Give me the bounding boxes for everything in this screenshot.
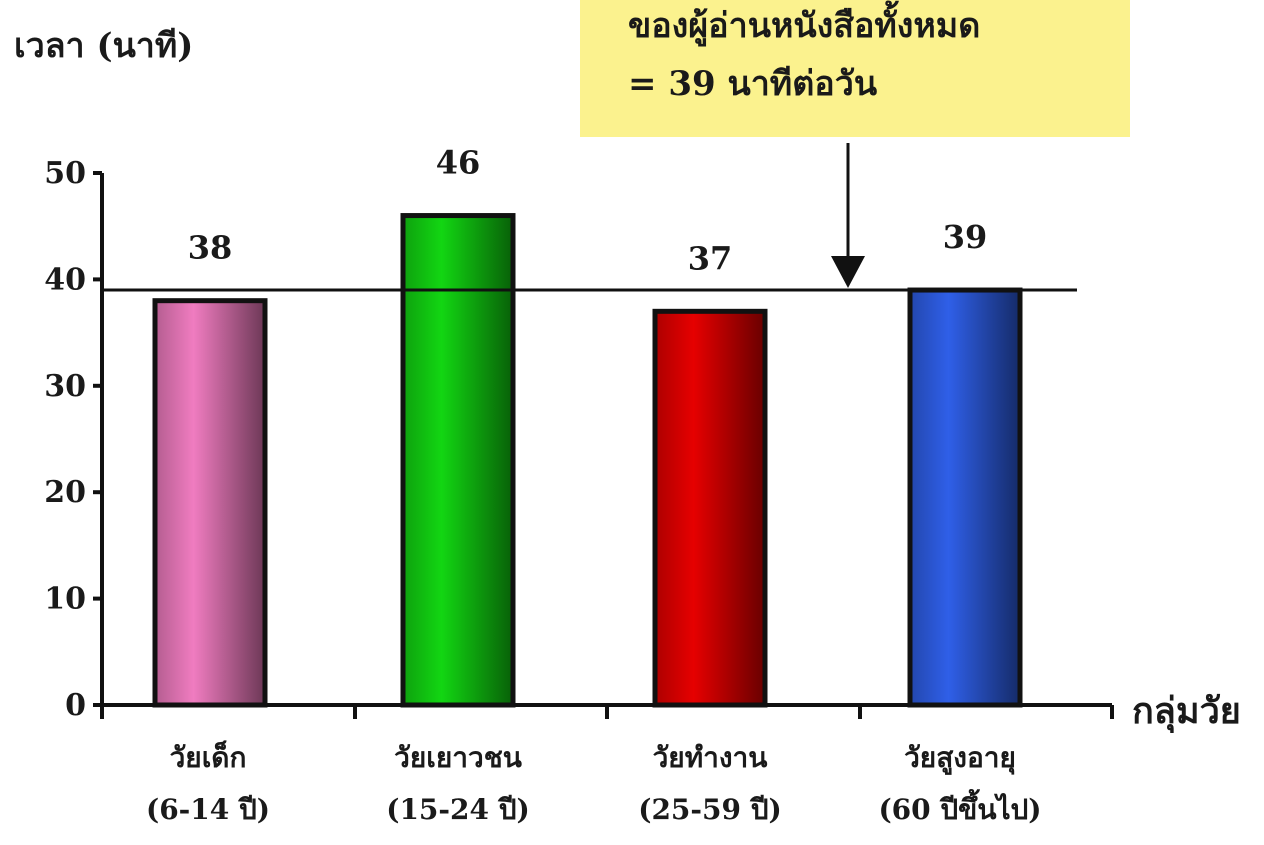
data-label: 46 — [436, 144, 481, 182]
y-axis-label: เวลา (นาที) — [14, 26, 194, 66]
category-range: (25-59 ปี) — [638, 793, 782, 826]
data-label: 37 — [688, 239, 733, 277]
bar — [152, 298, 268, 708]
category-name: วัยเยาวชน — [394, 741, 522, 774]
bar — [652, 308, 768, 708]
category-range: (60 ปีขึ้นไป) — [878, 793, 1042, 826]
x-axis-label: กลุ่มวัย — [1132, 690, 1241, 732]
category-range: (15-24 ปี) — [386, 793, 530, 826]
y-tick-label: 40 — [44, 262, 86, 297]
category-label-youth: วัยเยาวชน (15-24 ปี) — [348, 732, 568, 836]
data-label: 38 — [188, 229, 233, 267]
average-callout-box: ของผู้อ่านหนังสือทั้งหมด = 39 นาทีต่อวัน — [580, 0, 1130, 137]
category-label-elderly: วัยสูงอายุ (60 ปีขึ้นไป) — [850, 732, 1070, 836]
category-label-children: วัยเด็ก (6-14 ปี) — [98, 732, 318, 836]
category-range: (6-14 ปี) — [145, 793, 271, 826]
y-tick-label: 0 — [65, 688, 86, 723]
y-tick-label: 30 — [44, 369, 86, 404]
category-name: วัยทำงาน — [652, 741, 768, 774]
data-label: 39 — [943, 218, 988, 256]
y-tick-label: 50 — [44, 156, 86, 191]
category-label-working-age: วัยทำงาน (25-59 ปี) — [600, 732, 820, 836]
category-name: วัยเด็ก — [169, 741, 247, 774]
callout-line-1: ของผู้อ่านหนังสือทั้งหมด — [628, 6, 981, 46]
category-name: วัยสูงอายุ — [904, 741, 1016, 774]
callout-line-2: = 39 นาทีต่อวัน — [628, 64, 878, 104]
y-tick-label: 20 — [44, 475, 86, 510]
bar — [907, 287, 1023, 708]
arrow-head — [831, 256, 865, 289]
bar — [400, 213, 516, 708]
y-tick-label: 10 — [44, 582, 86, 617]
